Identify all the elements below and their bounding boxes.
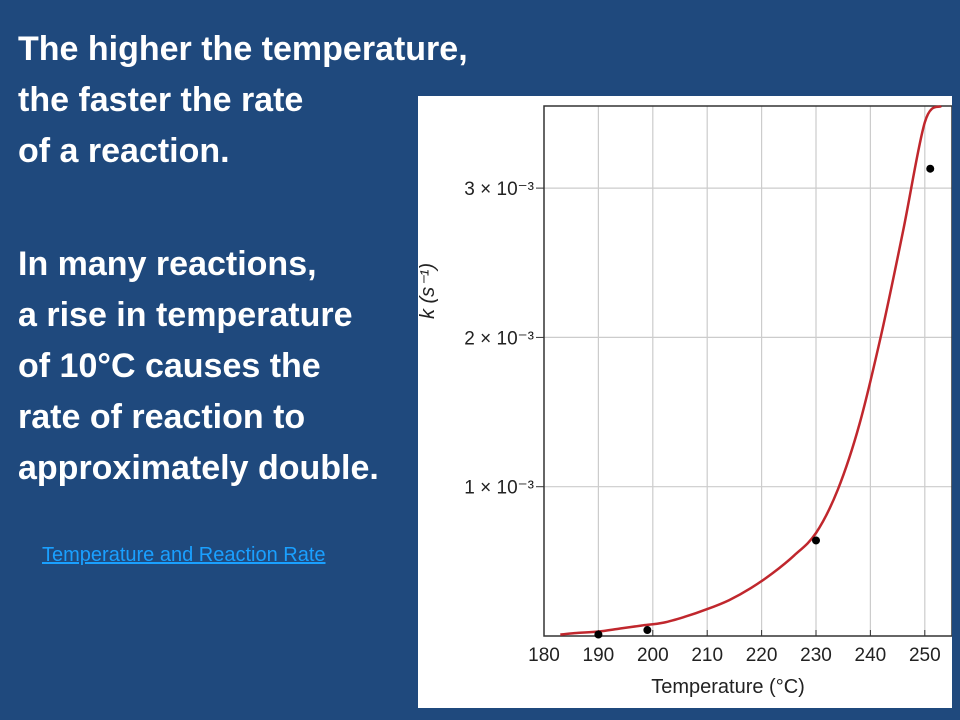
data-points (594, 164, 935, 639)
body-line-3: of 10°C causes the (18, 347, 321, 385)
data-point (594, 630, 603, 639)
data-point (812, 536, 820, 545)
heading-line-1: The higher the temperature, (18, 30, 468, 68)
body-line-4: rate of reaction to (18, 398, 306, 436)
x-tick-label: 230 (800, 645, 832, 666)
y-tick-label: 1 × 10⁻³ (464, 478, 534, 499)
x-axis-title: Temperature (°C) (651, 676, 805, 698)
x-tick-label: 250 (909, 645, 941, 666)
x-tick-label: 200 (637, 645, 669, 666)
x-tick-label: 180 (528, 645, 560, 666)
body-line-5: approximately double. (18, 449, 379, 487)
body-line-1: In many reactions, (18, 245, 317, 283)
rate-vs-temperature-chart: 1 × 10⁻³ 2 × 10⁻³ 3 × 10⁻³ 180 190 200 210 220… (418, 96, 952, 708)
heading-line-3: of a reaction. (18, 132, 230, 170)
rate-curve (560, 104, 942, 636)
y-axis-ticks: 1 × 10⁻³ 2 × 10⁻³ 3 × 10⁻³ (464, 179, 544, 499)
y-axis-title: k (s⁻¹) (418, 263, 439, 319)
data-point (926, 164, 935, 173)
plot-frame (543, 105, 952, 637)
heading-line-2: the faster the rate (18, 81, 304, 119)
x-tick-label: 190 (583, 645, 615, 666)
x-tick-label: 210 (691, 645, 723, 666)
x-tick-label: 240 (855, 645, 887, 666)
chart-svg: 1 × 10⁻³ 2 × 10⁻³ 3 × 10⁻³ 180 190 200 210 220… (418, 104, 952, 698)
body-line-2: a rise in temperature (18, 296, 353, 334)
slide-heading: The higher the temperature, the faster t… (18, 24, 468, 177)
y-tick-label: 3 × 10⁻³ (464, 179, 534, 200)
x-tick-label: 220 (746, 645, 778, 666)
x-axis-ticks: 180 190 200 210 220 230 240 250 (528, 630, 941, 666)
data-point (643, 626, 652, 635)
chart-grid (544, 106, 952, 636)
temperature-reaction-rate-link[interactable]: Temperature and Reaction Rate (42, 544, 326, 566)
y-tick-label: 2 × 10⁻³ (464, 328, 534, 349)
slide-body-text: In many reactions, a rise in temperature… (18, 239, 379, 494)
